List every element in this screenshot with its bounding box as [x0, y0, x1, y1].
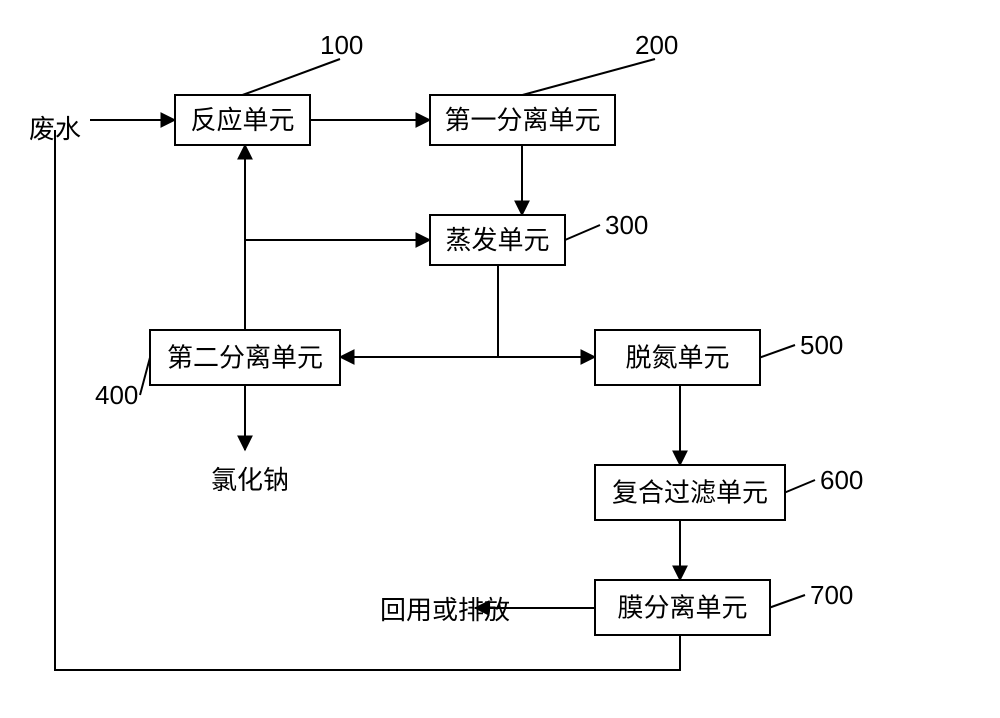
flowchart-canvas: 废水 反应单元 100 第一分离单元 200 蒸发单元 300 第二分离单元 400 脱氮单元 50…: [0, 0, 1000, 718]
node-label-n300: 蒸发单元: [445, 225, 549, 255]
text-out1: 氯化钠: [211, 465, 289, 495]
node-label-n400: 第二分离单元: [167, 343, 323, 373]
node-number-n500: 500: [800, 330, 843, 360]
node-number-n300: 300: [605, 210, 648, 240]
leader-n500: [760, 345, 795, 358]
node-label-n500: 脱氮单元: [625, 343, 729, 373]
node-number-n700: 700: [810, 580, 853, 610]
node-number-n200: 200: [635, 30, 678, 60]
node-label-n100: 反应单元: [190, 105, 294, 135]
leader-n600: [785, 480, 815, 493]
node-label-n200: 第一分离单元: [444, 105, 600, 135]
node-label-n700: 膜分离单元: [617, 593, 747, 623]
leader-n200: [523, 59, 656, 95]
text-input: 废水: [29, 114, 81, 144]
text-out2: 回用或排放: [380, 595, 510, 625]
leader-n700: [770, 595, 805, 608]
node-number-n400: 400: [95, 380, 138, 410]
leader-n100: [243, 59, 341, 95]
leader-n300: [565, 225, 600, 240]
leader-n400: [140, 358, 150, 396]
node-number-n600: 600: [820, 465, 863, 495]
edge-12: [55, 130, 680, 670]
node-number-n100: 100: [320, 30, 363, 60]
node-label-n600: 复合过滤单元: [612, 478, 768, 508]
